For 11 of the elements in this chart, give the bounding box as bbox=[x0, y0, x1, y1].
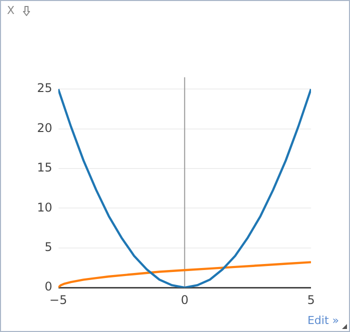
y-tick-label: 15 bbox=[36, 160, 52, 175]
y-tick-label: 5 bbox=[44, 240, 52, 254]
text: X bbox=[7, 4, 15, 17]
x-tick-label: −5 bbox=[49, 292, 68, 307]
text: Edit » bbox=[307, 314, 339, 327]
y-tick-label: 0 bbox=[44, 280, 52, 294]
y-tick-label: 25 bbox=[36, 81, 52, 96]
x-tick-label: 5 bbox=[307, 292, 315, 307]
y-tick-label: 20 bbox=[36, 120, 52, 135]
x-tick-label: 0 bbox=[180, 292, 188, 307]
y-tick-label: 10 bbox=[36, 200, 52, 214]
